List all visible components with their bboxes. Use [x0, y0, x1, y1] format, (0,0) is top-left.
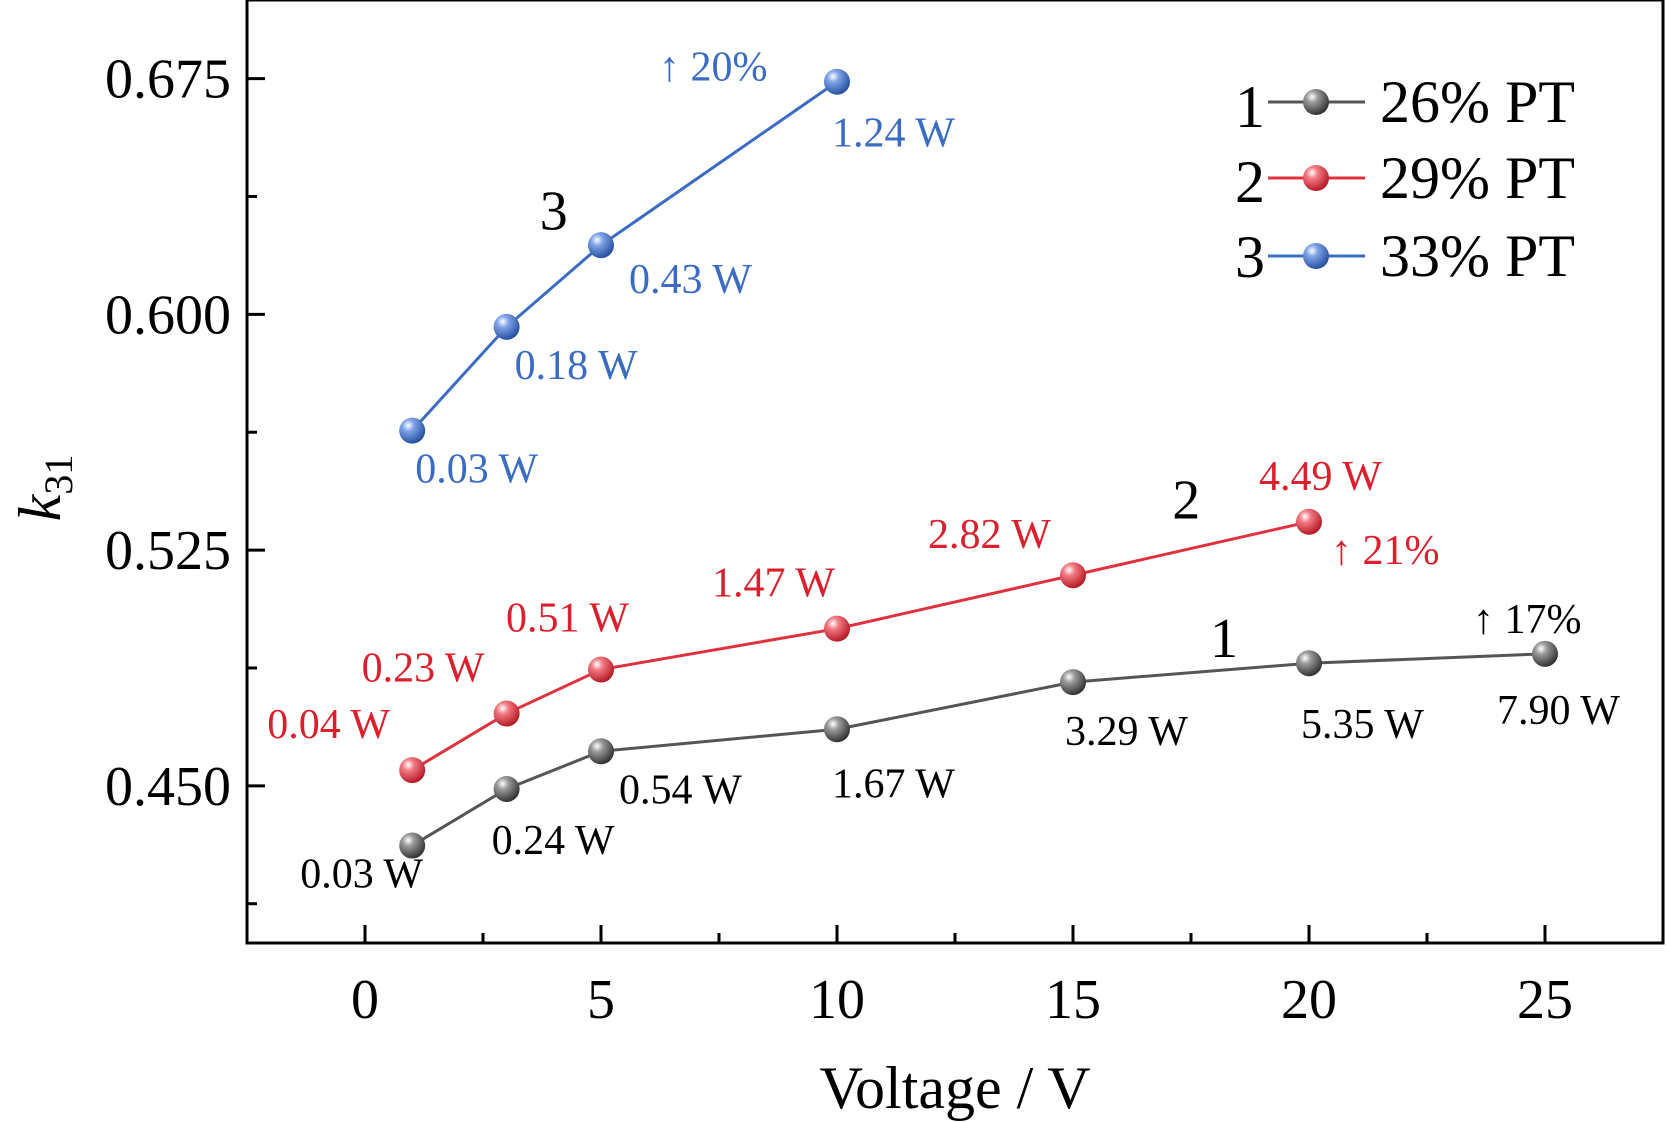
power-label-s3-3: 1.24 W — [832, 111, 955, 157]
legend-entry-1: 1 26% PT — [1235, 69, 1575, 140]
axis-ticks: 0 5 10 15 20 25 0.450 0.525 0.600 0.675 — [105, 49, 1573, 1031]
y-tick-label-0: 0.450 — [105, 756, 231, 818]
x-tick-label-3: 15 — [1045, 969, 1101, 1031]
power-label-s2-5: 4.49 W — [1259, 454, 1382, 500]
series-line-3 — [411, 80, 838, 432]
data-point-s3-2 — [588, 232, 614, 259]
power-label-s2-1: 0.23 W — [362, 646, 485, 692]
x-tick-label-1: 5 — [587, 969, 615, 1031]
data-point-s1-5 — [1296, 650, 1322, 677]
data-point-s1-2 — [588, 738, 614, 765]
data-point-s2-3 — [824, 615, 850, 642]
y-axis-title-sub: 31 — [36, 455, 81, 495]
data-point-s2-1 — [493, 700, 520, 727]
legend-marker-1 — [1303, 89, 1329, 115]
legend-entry-3: 3 33% PT — [1235, 223, 1575, 290]
data-point-s2-2 — [588, 656, 614, 683]
power-label-s2-3: 1.47 W — [712, 561, 835, 607]
power-label-s3-0: 0.03 W — [415, 447, 538, 493]
series-line-1 — [411, 652, 1546, 847]
power-label-s1-6: 7.90 W — [1497, 688, 1620, 734]
x-tick-label-0: 0 — [351, 969, 379, 1031]
power-label-s2-4: 2.82 W — [928, 512, 1051, 558]
data-point-s1-3 — [824, 716, 850, 743]
data-point-s3-3 — [824, 68, 850, 95]
y-axis-title: k31 — [7, 455, 81, 522]
x-tick-label-2: 10 — [809, 969, 865, 1031]
data-point-s3-0 — [399, 417, 426, 444]
power-label-s1-4: 3.29 W — [1065, 709, 1188, 755]
power-label-s3-2: 0.43 W — [629, 257, 752, 303]
legend-label-1: 26% PT — [1380, 69, 1575, 135]
power-label-s1-1: 0.24 W — [492, 818, 615, 864]
series-layer — [399, 68, 1558, 859]
legend-number-2: 2 — [1235, 149, 1265, 215]
x-tick-label-4: 20 — [1281, 969, 1337, 1031]
power-label-s1-2: 0.54 W — [619, 767, 742, 813]
power-label-s2-0: 0.04 W — [267, 702, 390, 748]
y-tick-label-1: 0.525 — [105, 520, 231, 582]
increase-label-s2: ↑ 21% — [1331, 528, 1440, 574]
legend-number-3: 3 — [1235, 224, 1265, 290]
data-point-s2-5 — [1296, 508, 1322, 535]
data-point-s1-1 — [493, 775, 520, 802]
annotation-layer: 0.03 W 0.24 W0.54 W 1.67 W 3.29 W 5.35 W 7.90… — [267, 45, 1620, 898]
legend-number-1: 1 — [1235, 74, 1265, 140]
power-label-s2-2: 0.51 W — [506, 596, 629, 642]
power-label-s1-5: 5.35 W — [1301, 702, 1424, 748]
legend-marker-3 — [1303, 243, 1329, 269]
legend-label-2: 29% PT — [1380, 145, 1575, 211]
legend-entry-2: 2 29% PT — [1235, 145, 1575, 215]
curve-label-3: 3 — [540, 180, 568, 242]
y-tick-label-3: 0.675 — [105, 49, 231, 111]
legend-label-3: 33% PT — [1380, 223, 1575, 289]
power-label-s1-0: 0.03 W — [300, 852, 423, 898]
data-point-s1-4 — [1060, 669, 1086, 696]
y-tick-label-2: 0.600 — [105, 284, 231, 346]
legend-marker-2 — [1303, 165, 1329, 191]
increase-label-s3: ↑ 20% — [659, 45, 768, 91]
series-line-2 — [411, 520, 1310, 772]
data-point-s2-0 — [399, 757, 426, 784]
increase-label-s1: ↑ 17% — [1473, 597, 1582, 643]
y-axis-title-main: k — [7, 493, 73, 521]
data-point-s2-4 — [1060, 562, 1086, 589]
data-point-s1-0 — [399, 832, 426, 859]
curve-label-1: 1 — [1210, 608, 1238, 670]
power-label-s1-3: 1.67 W — [832, 761, 955, 807]
curve-label-2: 2 — [1172, 470, 1200, 532]
legend: 1 26% PT 2 29% PT 3 33% PT — [1235, 69, 1575, 290]
power-label-s3-1: 0.18 W — [515, 343, 638, 389]
data-point-s1-6 — [1532, 640, 1558, 667]
x-axis-title: Voltage / V — [819, 1055, 1090, 1121]
x-tick-label-5: 25 — [1517, 969, 1573, 1031]
data-point-s3-1 — [493, 313, 520, 340]
